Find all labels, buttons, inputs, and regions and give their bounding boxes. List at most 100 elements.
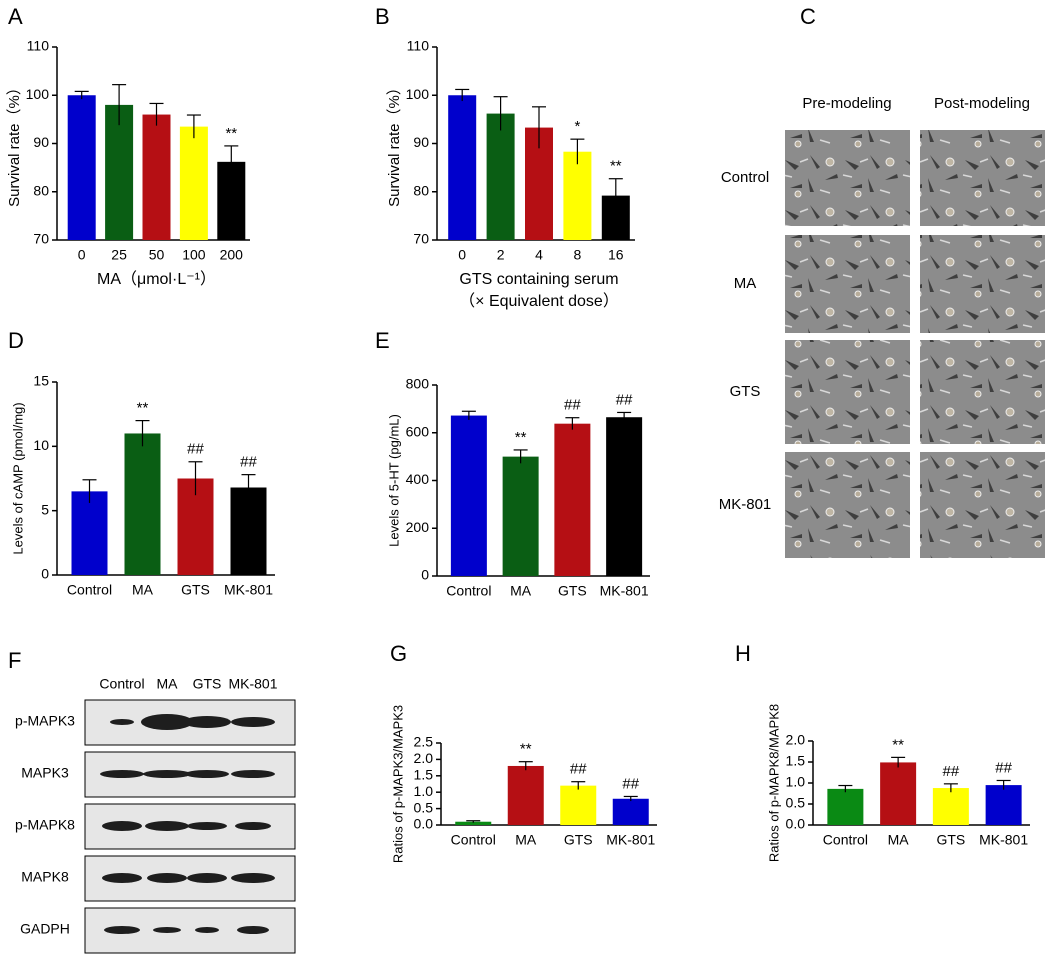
y-tick-label: 100 <box>406 86 430 102</box>
x-tick-label: 4 <box>535 247 543 263</box>
y-axis-label: Ratios of p-MAPK3/MAPK3 <box>390 705 405 863</box>
blot-band <box>110 719 134 725</box>
y-tick-label: 70 <box>33 231 49 247</box>
blot-band <box>187 822 227 830</box>
x-tick-label: GTS <box>564 832 593 848</box>
significance-label: ## <box>187 441 204 458</box>
micrograph <box>920 340 1045 444</box>
y-tick-label: 200 <box>406 519 430 535</box>
row-label: Control <box>721 169 769 186</box>
blot-band <box>143 770 191 778</box>
x-tick-label: 0 <box>78 247 86 263</box>
bar <box>563 151 592 240</box>
bar <box>554 423 591 576</box>
x-axis-label: （× Equivalent dose） <box>459 292 619 310</box>
bar <box>448 95 477 240</box>
blot-band <box>187 873 227 883</box>
panel-label: F <box>8 648 21 673</box>
row-label: MK-801 <box>719 496 772 513</box>
bar <box>67 95 96 240</box>
blot-band <box>183 716 231 728</box>
micrograph <box>920 235 1045 333</box>
x-tick-label: MK-801 <box>600 583 649 599</box>
micrograph <box>785 452 910 558</box>
micrograph <box>920 130 1045 226</box>
bar <box>105 104 134 241</box>
bar <box>230 487 267 575</box>
blot-row-label: p-MAPK3 <box>15 713 75 729</box>
blot-band <box>153 927 181 933</box>
blot-band <box>102 821 142 831</box>
x-tick-label: 100 <box>182 247 206 263</box>
row-label: MA <box>734 275 757 292</box>
x-tick-label: 50 <box>149 247 165 263</box>
y-tick-label: 400 <box>406 471 430 487</box>
x-tick-label: MA <box>515 832 537 848</box>
y-tick-label: 110 <box>407 38 430 54</box>
y-axis-label: Survival rate（%） <box>386 80 403 207</box>
y-tick-label: 70 <box>413 231 429 247</box>
significance-label: ** <box>137 400 149 417</box>
panel-label: A <box>8 4 23 29</box>
y-tick-label: 0.5 <box>414 799 434 815</box>
x-tick-label: 2 <box>497 247 505 263</box>
blot-band <box>231 717 275 727</box>
y-tick-label: 5 <box>41 501 49 517</box>
y-tick-label: 90 <box>33 134 49 150</box>
lane-label: GTS <box>193 676 222 692</box>
y-tick-label: 1.5 <box>414 767 434 783</box>
significance-label: ** <box>515 429 527 446</box>
y-tick-label: 600 <box>406 423 430 439</box>
y-tick-label: 15 <box>33 373 49 389</box>
blot-band <box>141 714 193 730</box>
x-tick-label: MK-801 <box>606 832 655 848</box>
y-tick-label: 0.5 <box>786 795 806 811</box>
y-tick-label: 800 <box>406 376 430 392</box>
bar <box>560 785 597 825</box>
x-axis-label: GTS containing serum <box>459 271 618 288</box>
y-tick-label: 1.0 <box>786 774 806 790</box>
column-header: Post-modeling <box>934 95 1030 112</box>
y-axis-label: Levels of 5-HT (pg/mL) <box>386 414 401 547</box>
bar <box>827 788 864 825</box>
blot-band <box>100 770 144 778</box>
blot-band <box>102 873 142 883</box>
panel-label: H <box>735 641 751 666</box>
column-header: Pre-modeling <box>802 95 891 112</box>
significance-label: ** <box>892 736 904 753</box>
x-tick-label: MK-801 <box>224 582 273 598</box>
y-tick-label: 80 <box>33 182 49 198</box>
x-tick-label: 200 <box>220 247 244 263</box>
bar <box>142 114 171 240</box>
y-tick-label: 1.5 <box>786 753 806 769</box>
y-tick-label: 1.0 <box>414 783 434 799</box>
x-tick-label: 8 <box>574 247 582 263</box>
y-tick-label: 2.0 <box>786 732 806 748</box>
y-axis-label: Survival rate（%） <box>6 80 23 207</box>
y-tick-label: 0.0 <box>414 816 434 832</box>
panel-label: B <box>375 4 390 29</box>
significance-label: ## <box>622 775 639 792</box>
x-tick-label: MA <box>510 583 532 599</box>
y-tick-label: 0 <box>421 567 429 583</box>
blot-row-label: MAPK3 <box>21 765 69 781</box>
blot-band <box>237 926 269 934</box>
row-label: GTS <box>730 383 761 400</box>
y-axis-label: Levels of cAMP (pmol/mg) <box>10 402 25 554</box>
bar <box>502 456 539 576</box>
bar <box>450 415 487 576</box>
micrograph <box>785 235 910 333</box>
significance-label: ** <box>610 158 622 175</box>
y-tick-label: 2.5 <box>414 734 434 750</box>
x-tick-label: MA <box>888 832 910 848</box>
blot-band <box>185 770 229 778</box>
x-tick-label: MA <box>132 582 154 598</box>
blot-band <box>145 821 189 831</box>
panel-label: C <box>800 4 816 29</box>
x-tick-label: 25 <box>111 247 127 263</box>
y-tick-label: 0.0 <box>786 816 806 832</box>
significance-label: ## <box>995 759 1012 776</box>
bar <box>486 113 515 240</box>
blot-row-label: MAPK8 <box>21 869 69 885</box>
y-tick-label: 90 <box>413 134 429 150</box>
